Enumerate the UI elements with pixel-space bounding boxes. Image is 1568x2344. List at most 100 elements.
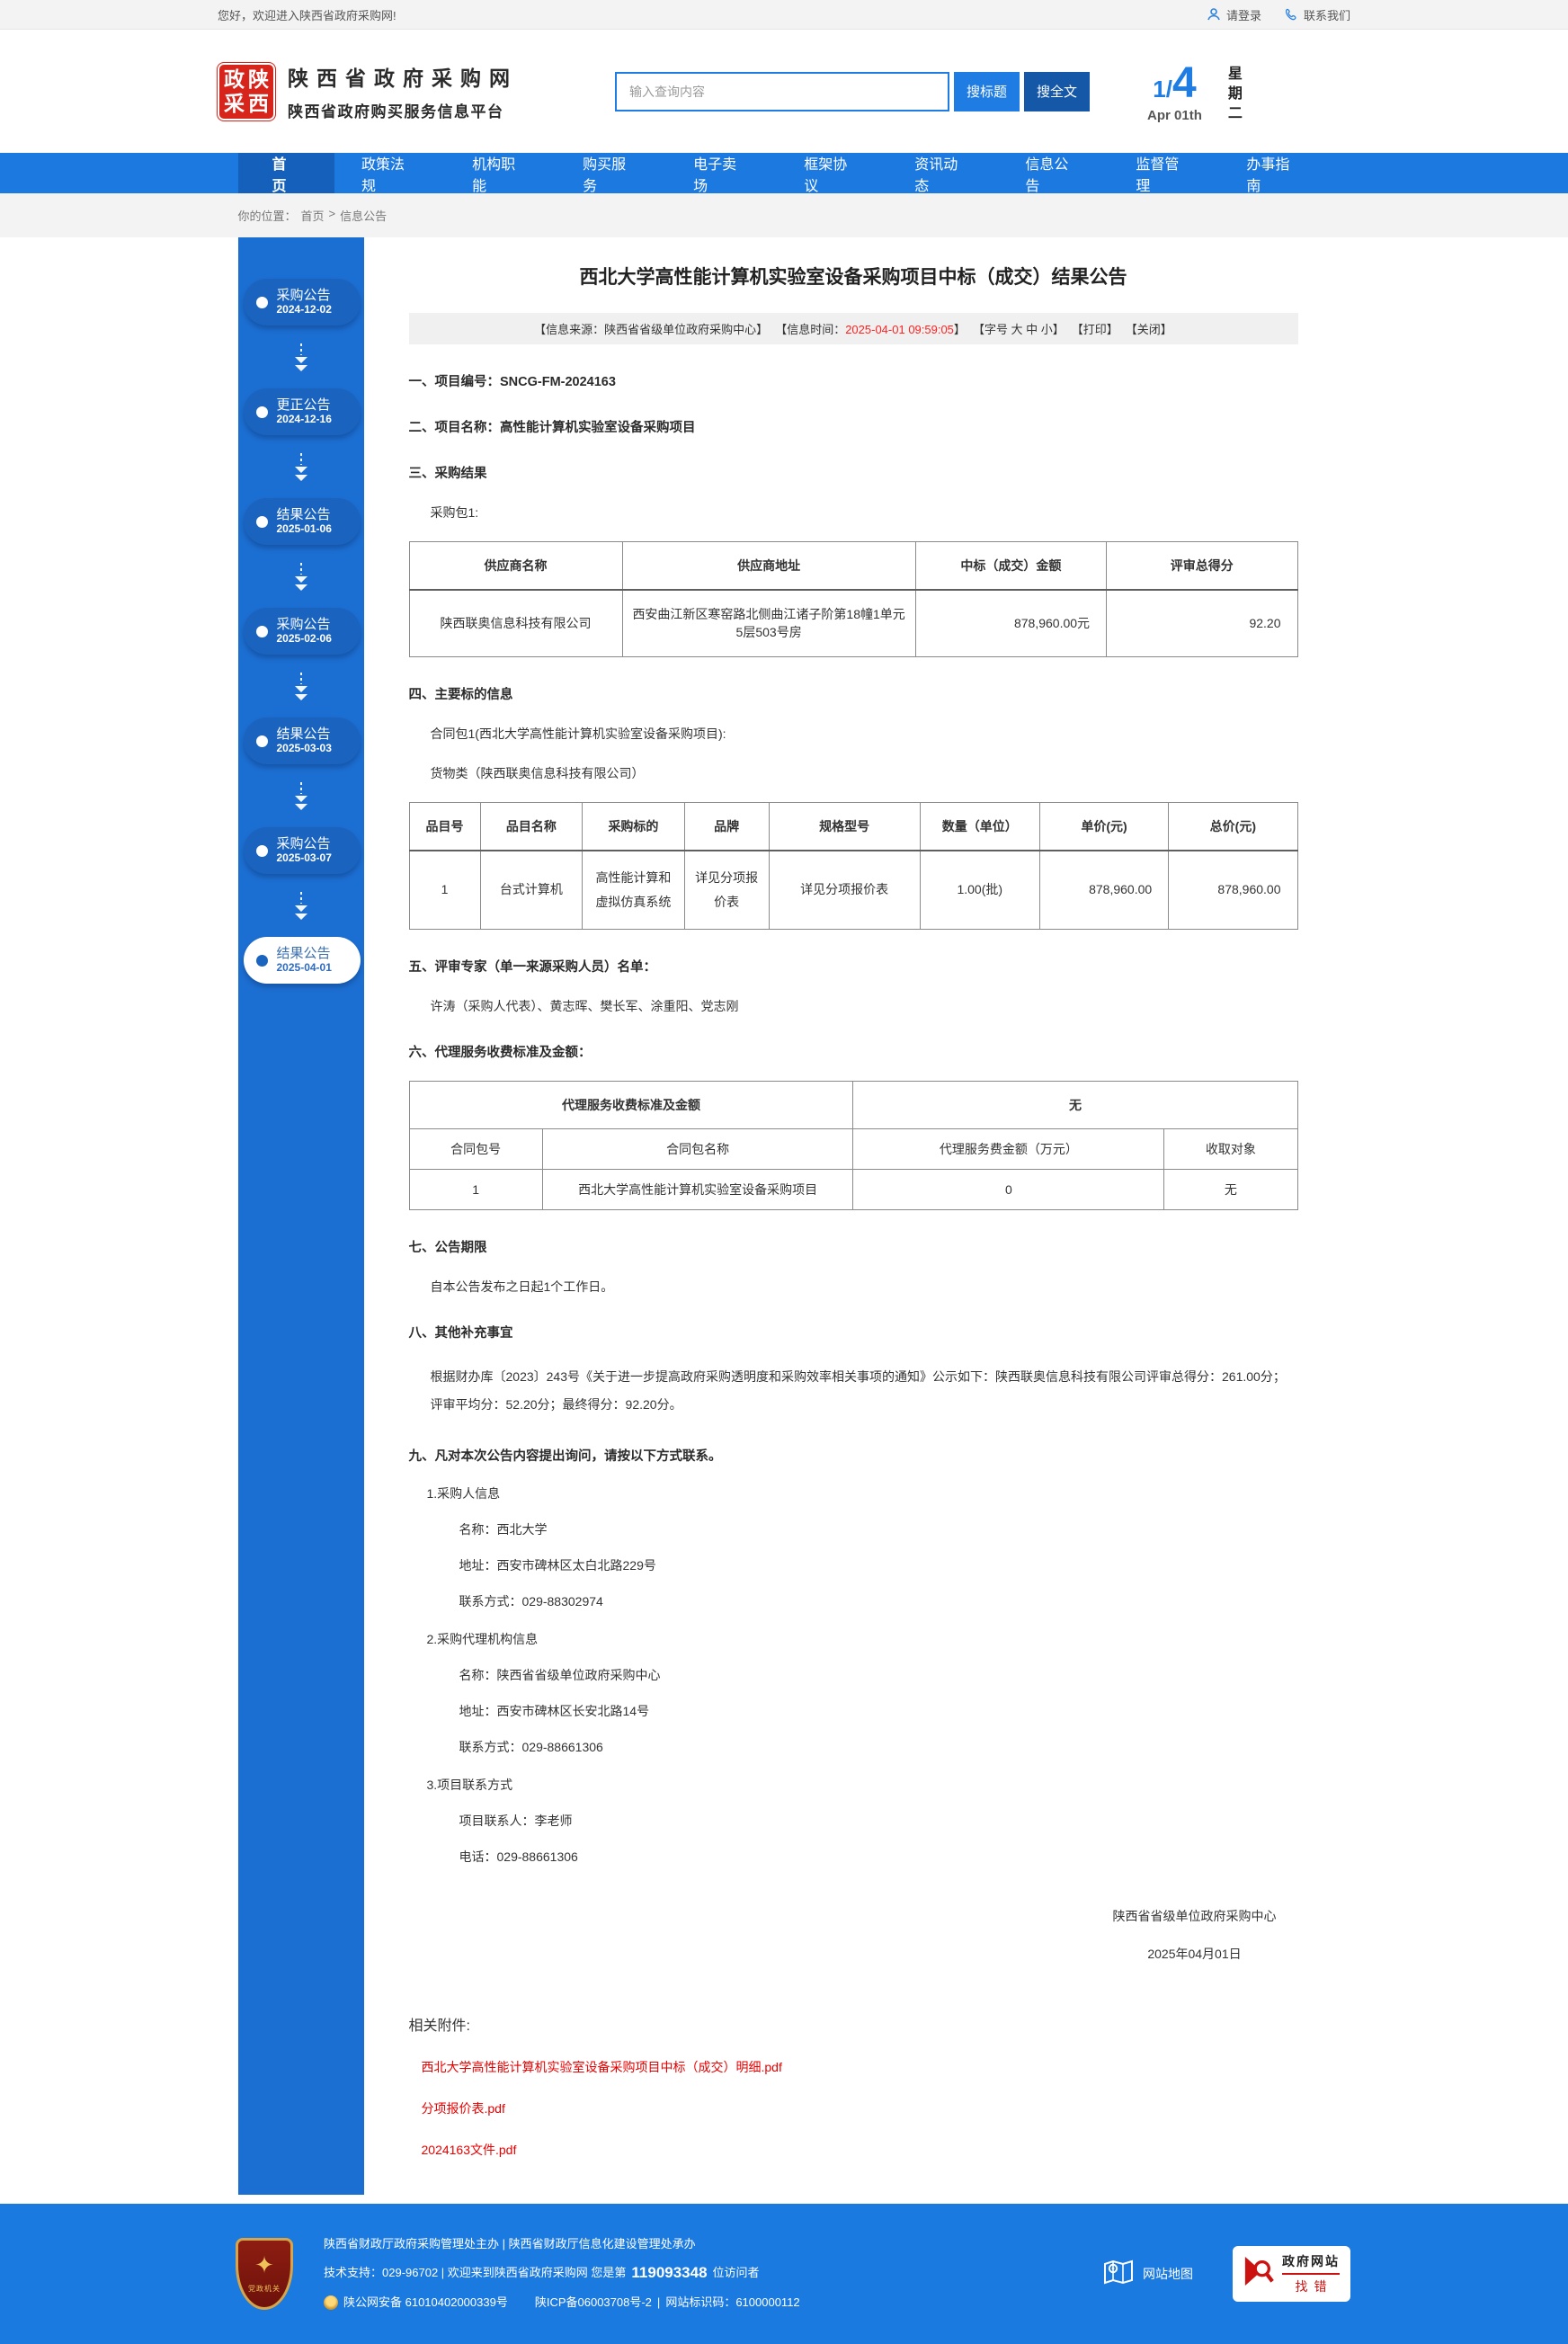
site-code: 网站标识码：6100000112 (665, 2295, 800, 2310)
announcement-date: 2025-04-01 (276, 960, 332, 974)
sidebar-item-purchase-20241202[interactable]: 采购公告 2024-12-02 (243, 279, 361, 325)
sidebar-item-purchase-20250307[interactable]: 采购公告 2025-03-07 (243, 827, 361, 874)
logo-seal-icon: 政 陕 采 西 (217, 61, 276, 121)
police-badge-icon (324, 2295, 338, 2310)
logo-char: 采 (224, 91, 245, 115)
date-english: Apr 01th (1147, 107, 1202, 123)
section-subject-heading: 四、主要标的信息 (408, 687, 513, 702)
login-link[interactable]: 请登录 (1207, 6, 1261, 23)
timeline-down-arrow-icon (238, 874, 364, 937)
supplement-body: 根据财办库〔2023〕243号《关于进一步提高政府采购透明度和采购效率相关事项的… (430, 1369, 1286, 1412)
section-experts-heading: 五、评审专家（单一来源采购人员）名单： (408, 960, 657, 975)
cell-contract-package-name: 西北大学高性能计算机实验室设备采购项目 (541, 1169, 854, 1210)
footer-support-line: 技术支持：029-96702 | 欢迎来到陕西省政府采购网 您是第 119093… (324, 2265, 1103, 2280)
package-label: 采购包1: (430, 505, 479, 520)
nav-item-home[interactable]: 首页 (237, 153, 335, 194)
search-title-button[interactable]: 搜标题 (954, 71, 1020, 111)
breadcrumb-home-link[interactable]: 首页 (300, 209, 325, 223)
project-contact-title: 3.项目联系方式 (426, 1777, 513, 1792)
sidebar-item-result-20250106[interactable]: 结果公告 2025-01-06 (243, 498, 361, 545)
nav-item-framework[interactable]: 框架协议 (804, 156, 848, 194)
government-emblem-icon: ✦ 党政机关 (236, 2237, 293, 2310)
signature-org: 陕西省省级单位政府采购中心 (1112, 1908, 1277, 1923)
timeline-down-arrow-icon (238, 655, 364, 717)
sidebar-item-result-20250401-active[interactable]: 结果公告 2025-04-01 (243, 937, 361, 984)
announcement-date: 2025-02-06 (276, 631, 332, 645)
footer-divider: | (656, 2295, 661, 2310)
nav-item-purchase-services[interactable]: 购买服务 (583, 156, 627, 194)
col-charge-target: 收取对象 (1163, 1128, 1298, 1170)
col-item-name: 品目名称 (479, 801, 584, 851)
col-contract-package-name: 合同包名称 (541, 1128, 854, 1170)
site-logo[interactable]: 政 陕 采 西 陕西省政府采购网 陕西省政府购买服务信息平台 (217, 61, 518, 121)
sidebar-item-correction-20241216[interactable]: 更正公告 2024-12-16 (243, 388, 361, 435)
police-beian-link[interactable]: 陕公网安备 61010402000339号 (343, 2295, 508, 2310)
agency-fee-table: 代理服务收费标准及金额 无 合同包号 合同包名称 代理服务费金额（万元） 收取对… (408, 1081, 1298, 1210)
attachment-link-quotation-pdf[interactable]: 分项报价表.pdf (421, 2100, 505, 2116)
nav-item-news[interactable]: 资讯动态 (914, 156, 958, 194)
sitemap-link[interactable]: 网站地图 (1103, 2259, 1193, 2288)
table-row: 1 西北大学高性能计算机实验室设备采购项目 0 无 (408, 1169, 1298, 1210)
attachment-link-award-detail-pdf[interactable]: 西北大学高性能计算机实验室设备采购项目中标（成交）明细.pdf (421, 2059, 782, 2074)
period-body: 自本公告发布之日起1个工作日。 (430, 1279, 614, 1294)
logo-char: 政 (224, 67, 245, 91)
nav-item-policies[interactable]: 政策法规 (361, 156, 405, 194)
nav-item-announcements[interactable]: 信息公告 (1025, 156, 1069, 194)
section-supplement-heading: 八、其他补充事宜 (408, 1326, 513, 1341)
sidebar-item-purchase-20250206[interactable]: 采购公告 2025-02-06 (243, 608, 361, 655)
cell-award-amount: 878,960.00元 (914, 589, 1108, 657)
logo-char: 西 (248, 91, 269, 115)
font-size-control[interactable]: 【字号 大 中 小】 (972, 323, 1065, 336)
close-button[interactable]: 【关闭】 (1125, 323, 1172, 336)
announcement-type: 更正公告 (276, 397, 331, 414)
attachments-heading: 相关附件: (408, 2018, 470, 2034)
table-row: 1 台式计算机 高性能计算和虚拟仿真系统 详见分项报价表 详见分项报价表 1.0… (408, 850, 1298, 930)
table-row: 陕西联奥信息科技有限公司 西安曲江新区寒窑路北侧曲江诸子阶第18幢1单元5层50… (408, 589, 1298, 657)
breadcrumb-current-link[interactable]: 信息公告 (340, 209, 388, 223)
icp-beian-link[interactable]: 陕ICP备06003708号-2 (534, 2295, 652, 2310)
col-supplier-name: 供应商名称 (408, 541, 623, 591)
cell-unit-price: 878,960.00 (1038, 850, 1170, 930)
cell-fee-standard-label: 代理服务收费标准及金额 (408, 1081, 854, 1129)
emblem-label: 党政机关 (248, 2285, 281, 2294)
nav-item-functions[interactable]: 机构职能 (472, 156, 516, 194)
info-source: 【信息来源：陕西省省级单位政府采购中心】 (534, 323, 769, 336)
sidebar-item-result-20250303[interactable]: 结果公告 2025-03-03 (243, 717, 361, 764)
attachment-link-file-pdf[interactable]: 2024163文件.pdf (421, 2142, 517, 2157)
website-error-report-badge[interactable]: 政府网站 找错 (1233, 2245, 1350, 2302)
star-icon: ✦ (254, 2251, 274, 2279)
bullet-dot-icon (255, 954, 268, 967)
support-prefix: 技术支持：029-96702 | 欢迎来到陕西省政府采购网 您是第 (324, 2265, 627, 2279)
search-fulltext-button[interactable]: 搜全文 (1024, 71, 1091, 111)
signature-date: 2025年04月01日 (1147, 1946, 1242, 1961)
nav-item-guide[interactable]: 办事指南 (1246, 156, 1290, 194)
print-button[interactable]: 【打印】 (1071, 323, 1118, 336)
search-input[interactable] (615, 71, 949, 111)
signature-block: 陕西省省级单位政府采购中心 2025年04月01日 (409, 1907, 1298, 1963)
login-label: 请登录 (1225, 8, 1261, 22)
user-icon (1207, 7, 1221, 22)
cell-contract-package-no: 1 (408, 1169, 543, 1210)
cell-quantity: 1.00(批) (919, 850, 1040, 930)
badge-top-label: 政府网站 (1282, 2252, 1340, 2275)
main-nav: 首页 政策法规 机构职能 购买服务 电子卖场 框架协议 资讯动态 信息公告 监督… (0, 153, 1568, 194)
col-total-price: 总价(元) (1168, 801, 1298, 851)
timeline-down-arrow-icon (238, 764, 364, 827)
announcement-article: 西北大学高性能计算机实验室设备采购项目中标（成交）结果公告 【信息来源：陕西省省… (364, 237, 1331, 2195)
nav-item-e-marketplace[interactable]: 电子卖场 (693, 156, 737, 194)
badge-bottom-label: 找错 (1295, 2278, 1333, 2294)
cell-model: 详见分项报价表 (768, 850, 921, 930)
magnifier-flag-icon (1243, 2255, 1274, 2292)
col-total-score: 评审总得分 (1106, 541, 1298, 591)
cell-total-price: 878,960.00 (1168, 850, 1298, 930)
bullet-dot-icon (255, 515, 268, 528)
announcement-timeline-sidebar: 采购公告 2024-12-02 更正公告 2024-12-16 结果公告 2025-0… (237, 237, 364, 2195)
support-suffix: 位访问者 (712, 2265, 760, 2279)
contact-link[interactable]: 联系我们 (1285, 6, 1350, 23)
info-time-close: 】 (953, 323, 966, 336)
cell-brand: 详见分项报价表 (683, 850, 770, 930)
timeline-down-arrow-icon (238, 325, 364, 388)
nav-item-supervision[interactable]: 监督管理 (1136, 156, 1180, 194)
footer-beian-line: 陕公网安备 61010402000339号 陕ICP备06003708号-2 |… (324, 2295, 1103, 2310)
logo-char: 陕 (248, 67, 269, 91)
